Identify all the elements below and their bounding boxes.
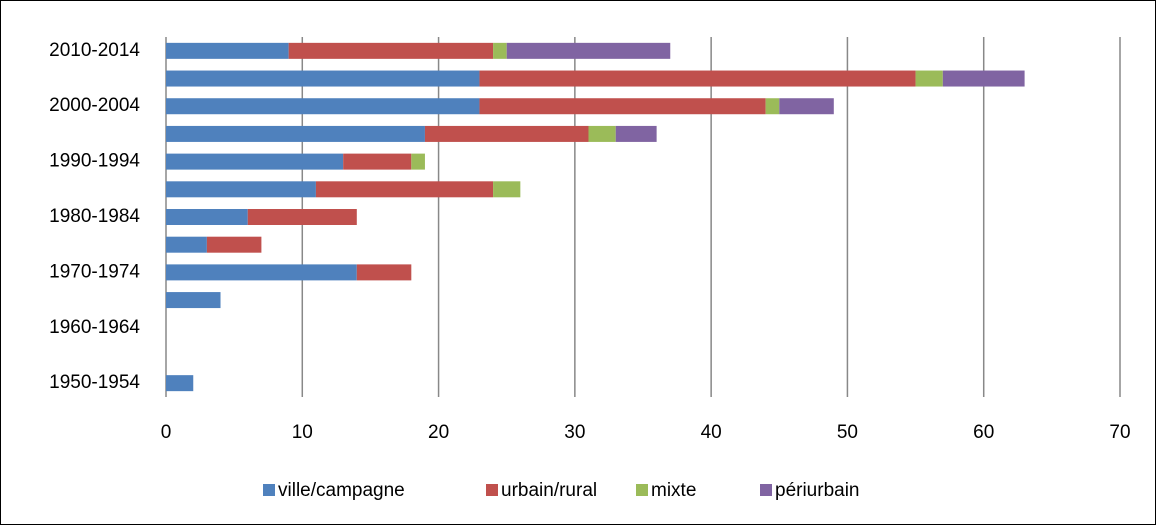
y-tick-label: 1970-1974	[49, 261, 140, 282]
bar-segment	[942, 70, 1025, 87]
bar-segment	[166, 292, 221, 309]
bar-segment	[166, 153, 344, 170]
bar-segment	[166, 264, 357, 281]
y-tick-label: 1980-1984	[49, 206, 140, 227]
bar-segment	[166, 98, 480, 115]
bar-segment	[315, 181, 494, 198]
y-tick-label: 1960-1964	[49, 317, 140, 338]
x-tick-label: 20	[428, 422, 449, 443]
bar-segment	[356, 264, 412, 281]
y-tick-label: 2000-2004	[49, 95, 140, 116]
legend-label: mixte	[651, 480, 696, 501]
bar-segment	[493, 181, 521, 198]
bar-segment	[779, 98, 834, 115]
bar-segment	[206, 236, 262, 253]
x-tick-label: 30	[564, 422, 585, 443]
x-tick-label: 0	[161, 422, 172, 443]
bar-segment	[411, 153, 425, 170]
bar-segment	[915, 70, 943, 87]
x-tick-label: 60	[973, 422, 994, 443]
bar-segment	[479, 98, 766, 115]
bar-segment	[166, 181, 316, 198]
legend-label: urbain/rural	[501, 480, 597, 501]
legend-swatch	[636, 484, 648, 496]
bar-segment	[506, 42, 671, 59]
bar-segment	[615, 125, 657, 142]
bar-segment	[493, 42, 507, 59]
bar-segment	[166, 375, 194, 392]
bar-segment	[166, 236, 207, 253]
bar-segment	[166, 70, 480, 87]
y-tick-label: 1990-1994	[49, 151, 140, 172]
legend-swatch	[263, 484, 275, 496]
bar-segment	[479, 70, 916, 87]
legend-swatch	[486, 484, 498, 496]
bar-segment	[424, 125, 589, 142]
bar-segment	[343, 153, 412, 170]
x-tick-label: 40	[701, 422, 722, 443]
bar-segment	[588, 125, 616, 142]
legend-label: ville/campagne	[278, 480, 405, 501]
bar-segment	[166, 42, 289, 59]
x-tick-label: 50	[837, 422, 858, 443]
bar-segment	[247, 209, 357, 225]
x-tick-label: 70	[1109, 422, 1130, 443]
y-tick-label: 1950-1954	[49, 372, 140, 393]
x-tick-label: 10	[292, 422, 313, 443]
legend-label: périurbain	[775, 480, 860, 501]
bar-segment	[166, 209, 248, 225]
legend-swatch	[760, 484, 772, 496]
bar-segment	[765, 98, 780, 115]
bar-segment	[166, 125, 425, 142]
bar-segment	[288, 42, 494, 59]
y-tick-label: 2010-2014	[49, 40, 140, 61]
